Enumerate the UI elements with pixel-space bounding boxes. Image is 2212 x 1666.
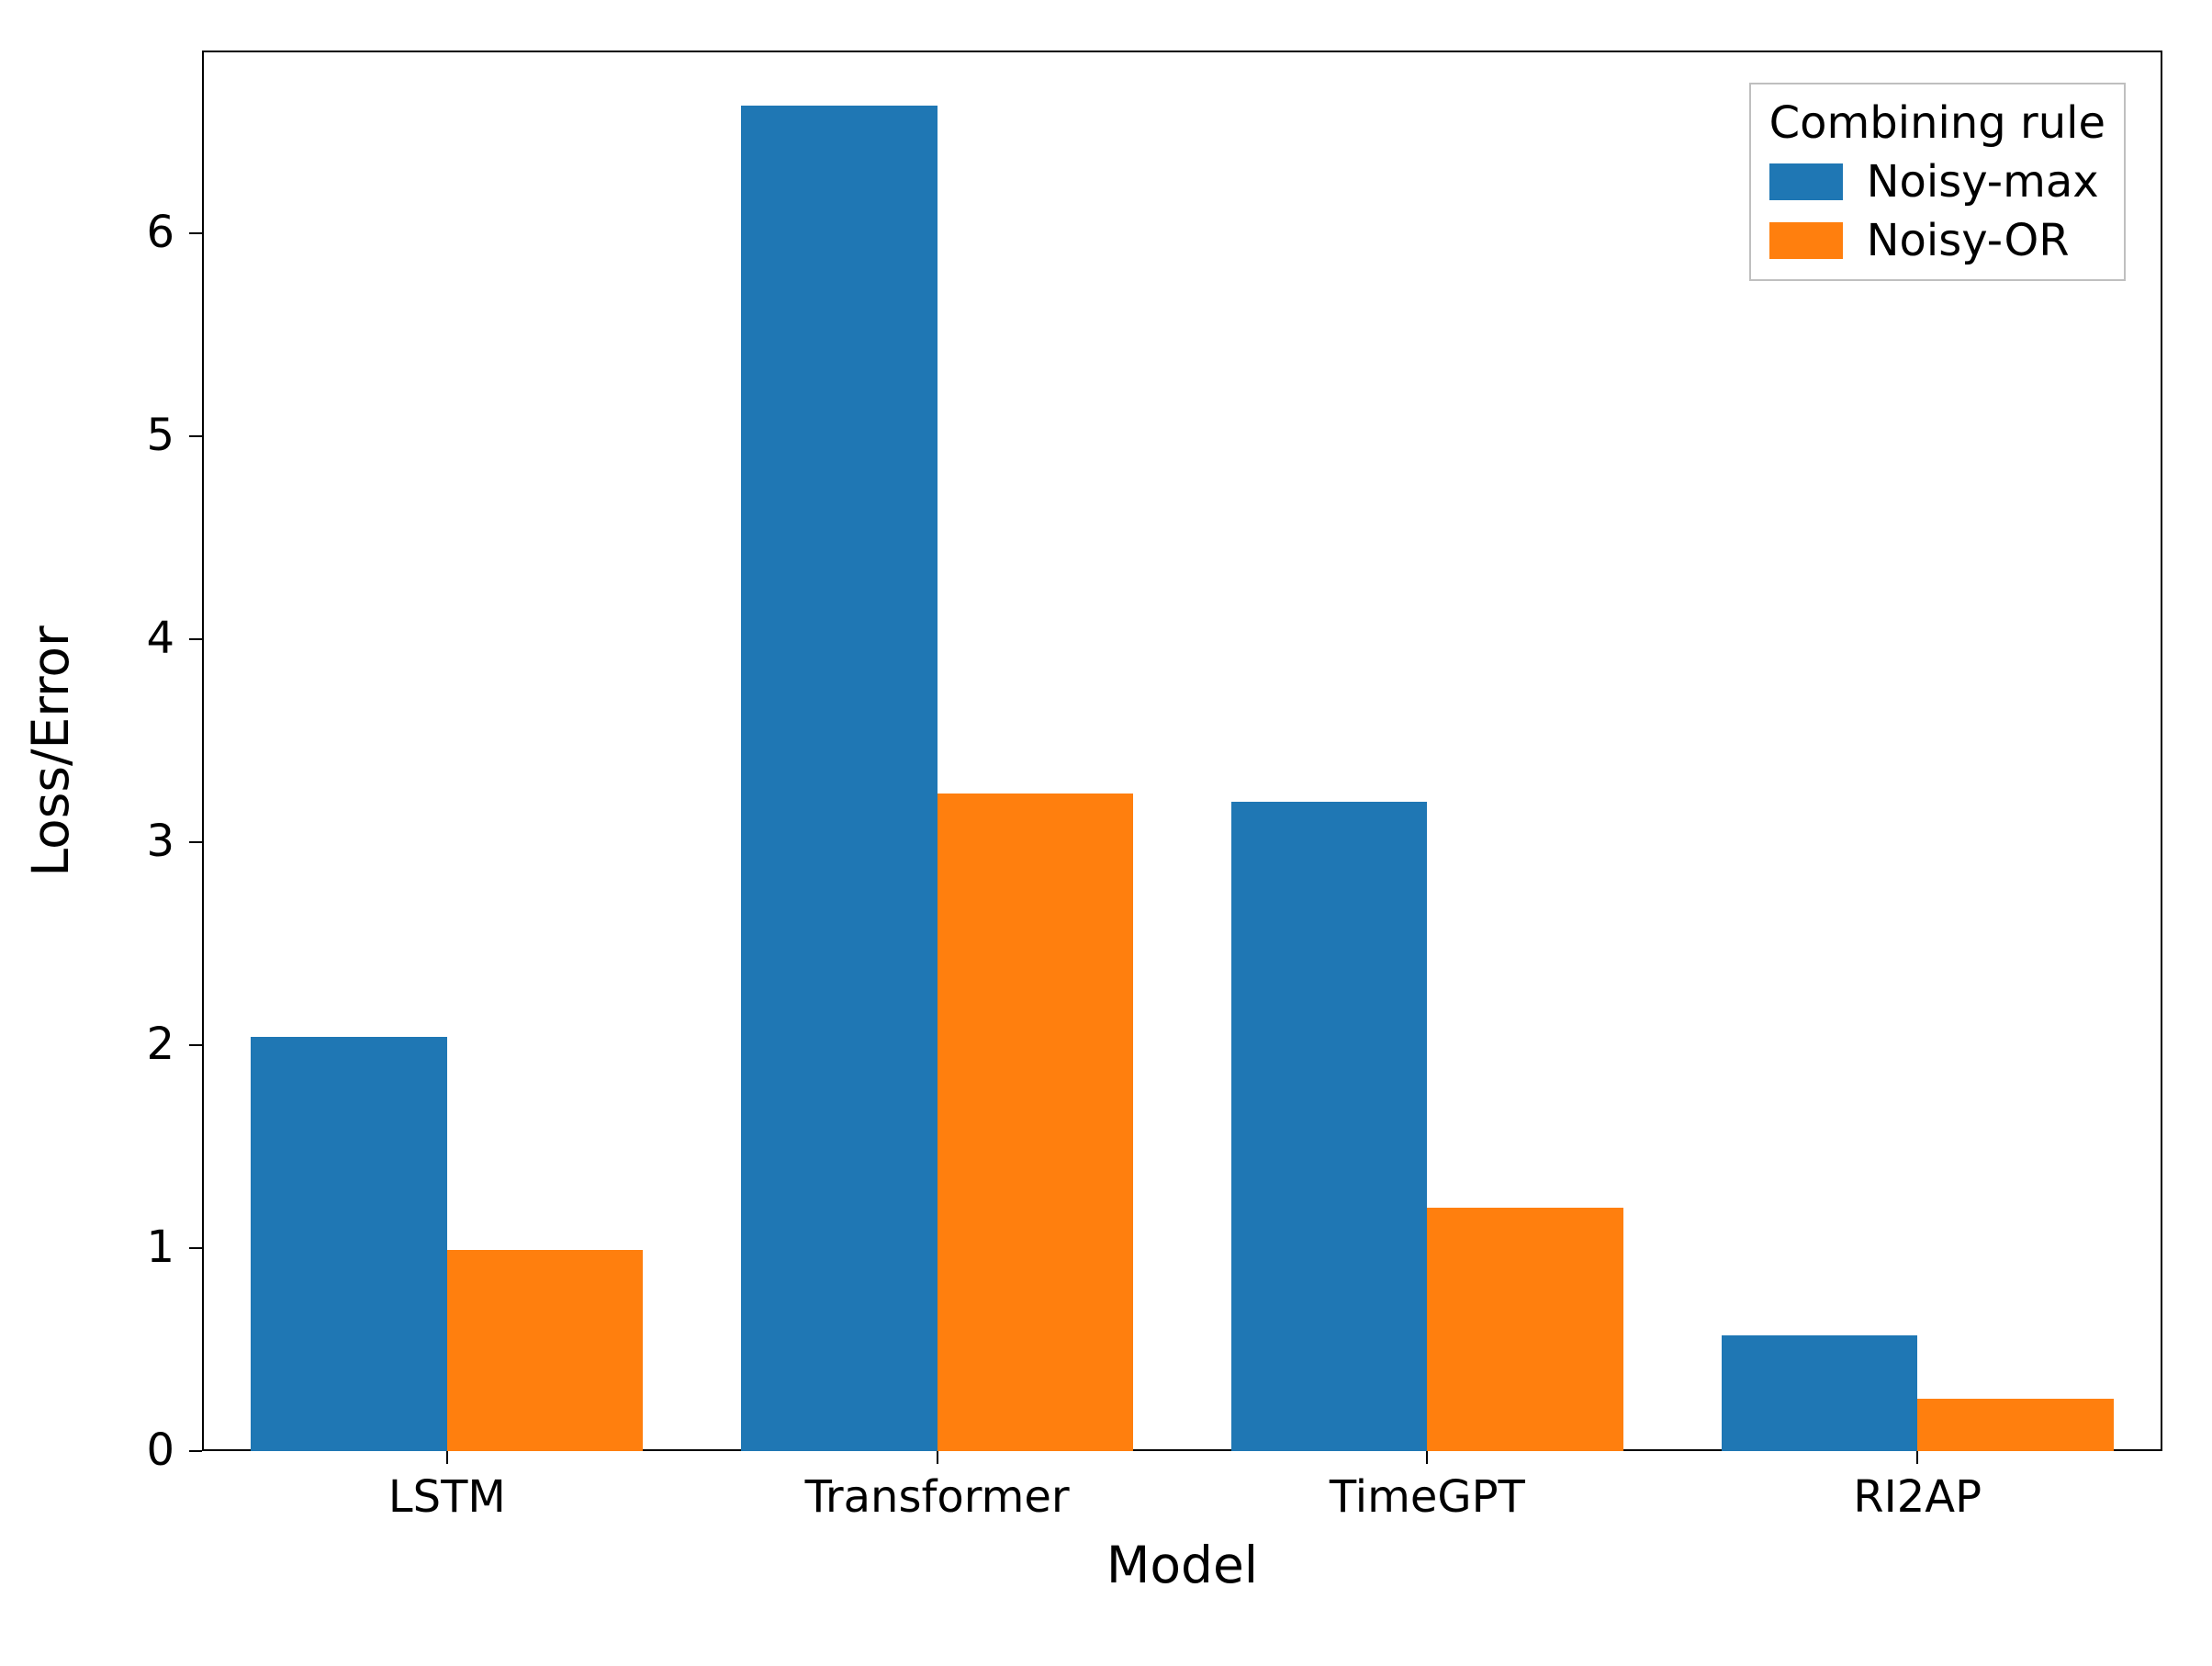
x-tick-mark (446, 1451, 448, 1464)
x-tick-mark (1916, 1451, 1918, 1464)
bar (1722, 1335, 1918, 1451)
x-tick-label: RI2AP (1853, 1471, 1982, 1523)
bar (251, 1037, 447, 1451)
legend-item: Noisy-OR (1769, 215, 2105, 266)
legend-items: Noisy-max Noisy-OR (1769, 156, 2105, 266)
bar (1427, 1208, 1623, 1451)
legend-label: Noisy-max (1867, 156, 2099, 208)
legend-title: Combining rule (1769, 97, 2105, 149)
y-tick-mark (189, 638, 202, 640)
legend: Combining rule Noisy-max Noisy-OR (1749, 83, 2126, 281)
y-tick-mark (189, 435, 202, 437)
x-tick-mark (1426, 1451, 1428, 1464)
y-tick-mark (189, 1044, 202, 1046)
bar (741, 106, 938, 1451)
y-tick-label: 0 (0, 1424, 174, 1476)
bar (1917, 1399, 2114, 1451)
x-tick-mark (937, 1451, 938, 1464)
legend-label: Noisy-OR (1867, 215, 2070, 266)
y-tick-label: 3 (0, 816, 174, 867)
x-axis-label: Model (1106, 1536, 1258, 1594)
legend-item: Noisy-max (1769, 156, 2105, 208)
x-tick-label: Transformer (805, 1471, 1070, 1523)
y-tick-mark (189, 232, 202, 234)
bar (1231, 802, 1428, 1451)
y-tick-mark (189, 1247, 202, 1249)
y-tick-label: 2 (0, 1019, 174, 1070)
chart-container: Loss/Error Model 0123456 LSTMTransformer… (0, 0, 2212, 1666)
bar (447, 1250, 644, 1451)
y-tick-mark (189, 1450, 202, 1452)
y-tick-mark (189, 841, 202, 843)
x-tick-label: TimeGPT (1330, 1471, 1525, 1523)
y-tick-label: 4 (0, 613, 174, 664)
y-tick-label: 5 (0, 410, 174, 461)
x-tick-label: LSTM (388, 1471, 506, 1523)
y-tick-label: 6 (0, 207, 174, 258)
bar (938, 794, 1134, 1451)
legend-swatch (1769, 163, 1843, 200)
y-tick-label: 1 (0, 1221, 174, 1273)
legend-swatch (1769, 222, 1843, 259)
